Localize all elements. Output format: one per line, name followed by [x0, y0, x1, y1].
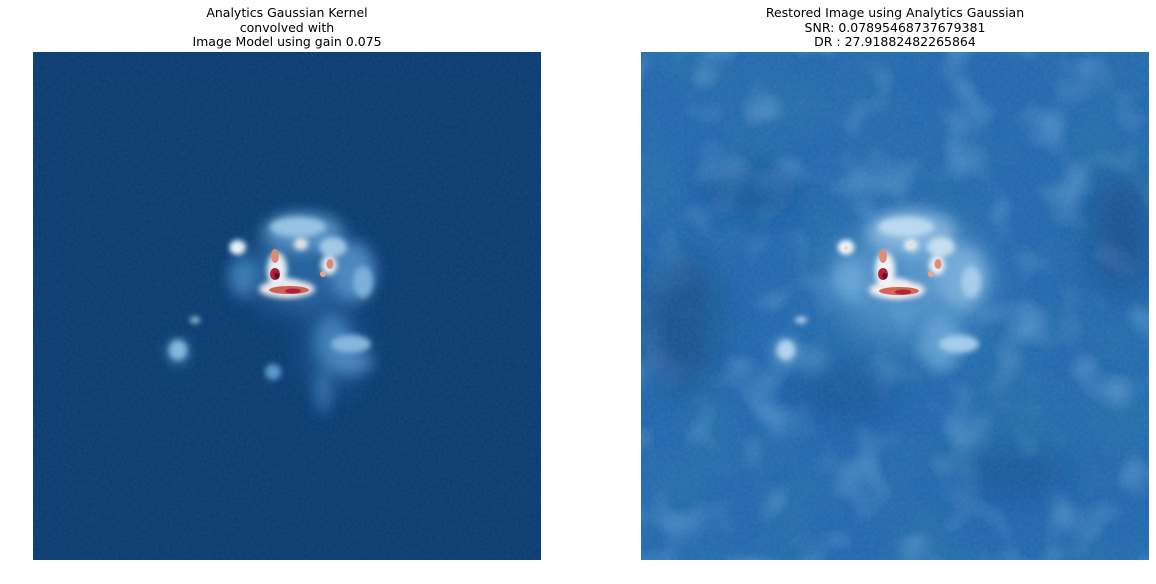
- restored-title-line-2: SNR: 0.07895468737679381: [804, 19, 986, 35]
- restored-panel-title: Restored Image using Analytics Gaussian …: [641, 5, 1149, 50]
- model-title-line-3: Image Model using gain 0.075: [192, 34, 382, 49]
- model-image: [33, 52, 541, 560]
- restored-image: [641, 52, 1149, 560]
- model-panel-title: Analytics Gaussian Kernel convolved with…: [33, 5, 541, 50]
- restored-title-line-1: Restored Image using Analytics Gaussian: [765, 5, 1025, 20]
- restored-title-line-3: DR : 27.91882482265864: [814, 34, 976, 49]
- model-title-line-2: convolved with: [239, 19, 335, 35]
- model-title-line-1: Analytics Gaussian Kernel: [206, 5, 368, 20]
